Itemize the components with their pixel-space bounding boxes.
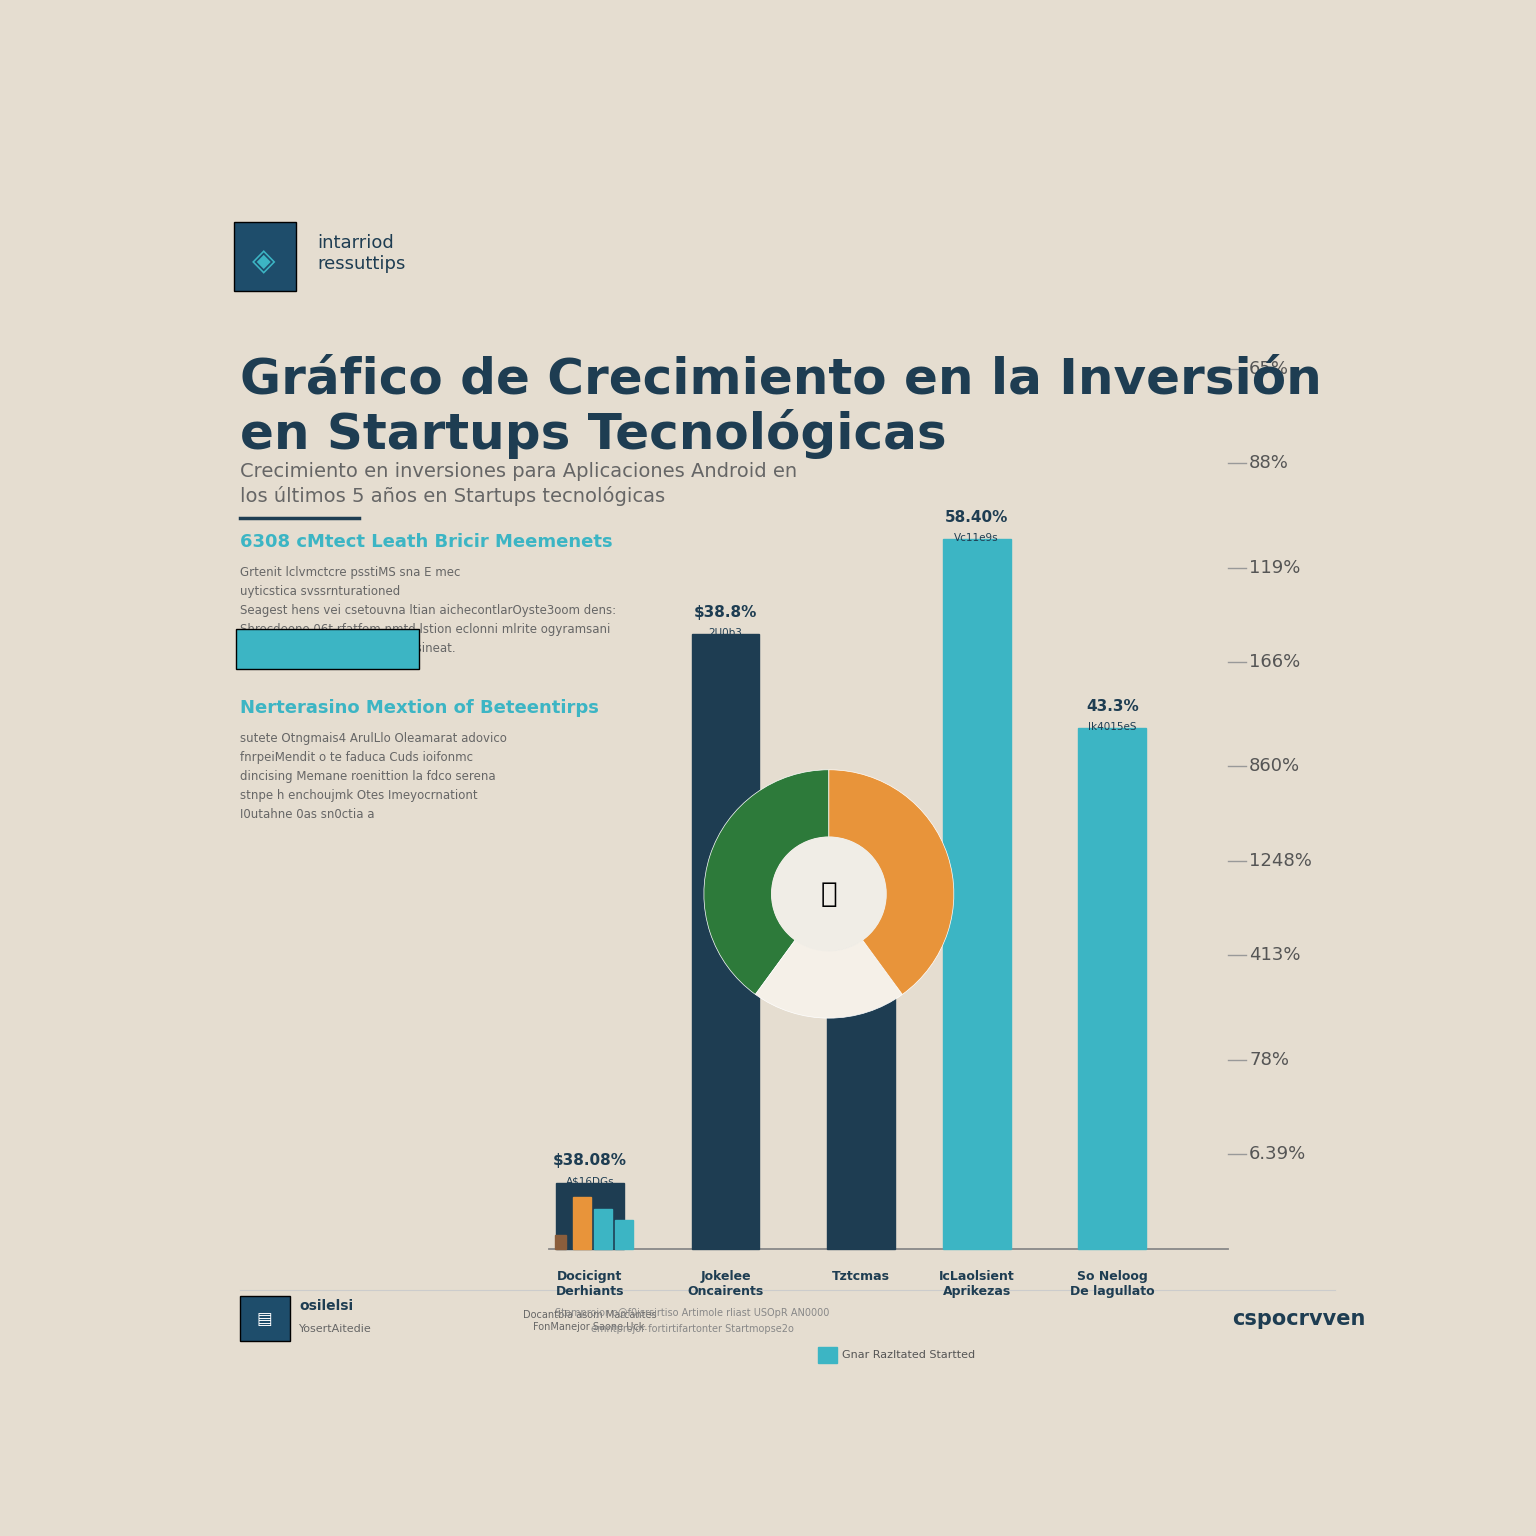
Text: 65%: 65% bbox=[1249, 359, 1289, 378]
Text: Nerterasino Mextion of Beteentirps: Nerterasino Mextion of Beteentirps bbox=[240, 699, 599, 717]
Bar bbox=[556, 1183, 624, 1249]
Text: $38.8%: $38.8% bbox=[694, 605, 757, 619]
Text: 6308 cMtect Leath Bricir Meemenets: 6308 cMtect Leath Bricir Meemenets bbox=[240, 533, 613, 551]
Text: ressuttips: ressuttips bbox=[316, 255, 406, 272]
Text: intarriod: intarriod bbox=[316, 235, 393, 252]
Text: Docantbla asom Marcantes
FonManejor Saone Uck.: Docantbla asom Marcantes FonManejor Saon… bbox=[524, 1310, 657, 1332]
Text: 6.39%: 6.39% bbox=[1249, 1146, 1306, 1163]
Text: Vc11e9s: Vc11e9s bbox=[954, 533, 998, 544]
Text: Gerertb fertulin: Gerertb fertulin bbox=[266, 642, 390, 656]
Wedge shape bbox=[829, 770, 954, 994]
Bar bbox=[691, 634, 759, 1249]
Text: 2S18%: 2S18% bbox=[833, 917, 891, 932]
Bar bbox=[828, 946, 895, 1249]
Text: Crecimiento en inversiones para Aplicaciones Android en: Crecimiento en inversiones para Aplicaci… bbox=[240, 462, 797, 481]
FancyBboxPatch shape bbox=[233, 223, 295, 290]
Bar bbox=[1078, 728, 1146, 1249]
FancyBboxPatch shape bbox=[237, 630, 419, 670]
Bar bbox=[817, 1347, 837, 1364]
Text: en Startups Tecnológicas: en Startups Tecnológicas bbox=[240, 409, 946, 459]
Text: 166%: 166% bbox=[1249, 653, 1301, 671]
Text: efo0e3: efo0e3 bbox=[843, 940, 879, 951]
Text: Gnar RazItated Startted: Gnar RazItated Startted bbox=[842, 1350, 975, 1361]
Text: Tztcmas: Tztcmas bbox=[833, 1270, 891, 1283]
Text: ◈: ◈ bbox=[252, 247, 275, 275]
Text: A$16DGs: A$16DGs bbox=[565, 1177, 614, 1187]
Text: Gráfico de Crecimiento en la Inversión: Gráfico de Crecimiento en la Inversión bbox=[240, 356, 1321, 404]
Text: 43.3%: 43.3% bbox=[1086, 699, 1138, 714]
Bar bbox=[943, 539, 1011, 1249]
FancyBboxPatch shape bbox=[240, 1296, 290, 1341]
Text: emntprojor fortirtifartonter Startmopse2o: emntprojor fortirtifartonter Startmopse2… bbox=[590, 1324, 794, 1335]
Text: 88%: 88% bbox=[1249, 455, 1289, 473]
Text: 119%: 119% bbox=[1249, 559, 1301, 576]
Text: Ik4015eS: Ik4015eS bbox=[1087, 722, 1137, 733]
Text: sutete Otngmais4 ArulLlo Oleamarat adovico
fnrpeiMendit o te faduca Cuds ioifonm: sutete Otngmais4 ArulLlo Oleamarat adovi… bbox=[240, 733, 507, 820]
Text: cspocrvven: cspocrvven bbox=[1232, 1309, 1366, 1329]
Text: 🦅: 🦅 bbox=[820, 880, 837, 908]
Circle shape bbox=[771, 837, 886, 951]
Text: 78%: 78% bbox=[1249, 1051, 1289, 1069]
Bar bbox=[594, 1209, 613, 1249]
Text: 1248%: 1248% bbox=[1249, 852, 1312, 869]
Bar bbox=[573, 1197, 591, 1249]
Text: Stamprojor o@f0jsrsirtiso Artimole rliast USOpR AN0000: Stamprojor o@f0jsrsirtiso Artimole rlias… bbox=[554, 1307, 829, 1318]
Text: 58.40%: 58.40% bbox=[945, 510, 1008, 525]
Wedge shape bbox=[703, 770, 829, 994]
Text: los últimos 5 años en Startups tecnológicas: los últimos 5 años en Startups tecnológi… bbox=[240, 485, 665, 505]
Text: $38.08%: $38.08% bbox=[553, 1154, 627, 1169]
Text: 860%: 860% bbox=[1249, 757, 1299, 776]
Text: 2U0b3: 2U0b3 bbox=[708, 628, 742, 637]
Text: osilelsi: osilelsi bbox=[300, 1298, 353, 1313]
Text: IcLaolsient
Aprikezas: IcLaolsient Aprikezas bbox=[938, 1270, 1014, 1298]
Text: Docicignt
Derhiants: Docicignt Derhiants bbox=[556, 1270, 624, 1298]
Text: ▤: ▤ bbox=[257, 1310, 272, 1327]
Text: Jokelee
Oncairents: Jokelee Oncairents bbox=[688, 1270, 763, 1298]
Bar bbox=[554, 1235, 565, 1249]
Text: 413%: 413% bbox=[1249, 946, 1301, 965]
Wedge shape bbox=[756, 940, 902, 1018]
Bar bbox=[614, 1221, 633, 1249]
Text: Grtenit lclvmctcre psstiMS sna E mec
uyticstica svssrnturationed
Seagest hens ve: Grtenit lclvmctcre psstiMS sna E mec uyt… bbox=[240, 567, 616, 656]
Text: So Neloog
De lagullato: So Neloog De lagullato bbox=[1071, 1270, 1155, 1298]
Text: YosertAitedie: YosertAitedie bbox=[300, 1324, 372, 1335]
